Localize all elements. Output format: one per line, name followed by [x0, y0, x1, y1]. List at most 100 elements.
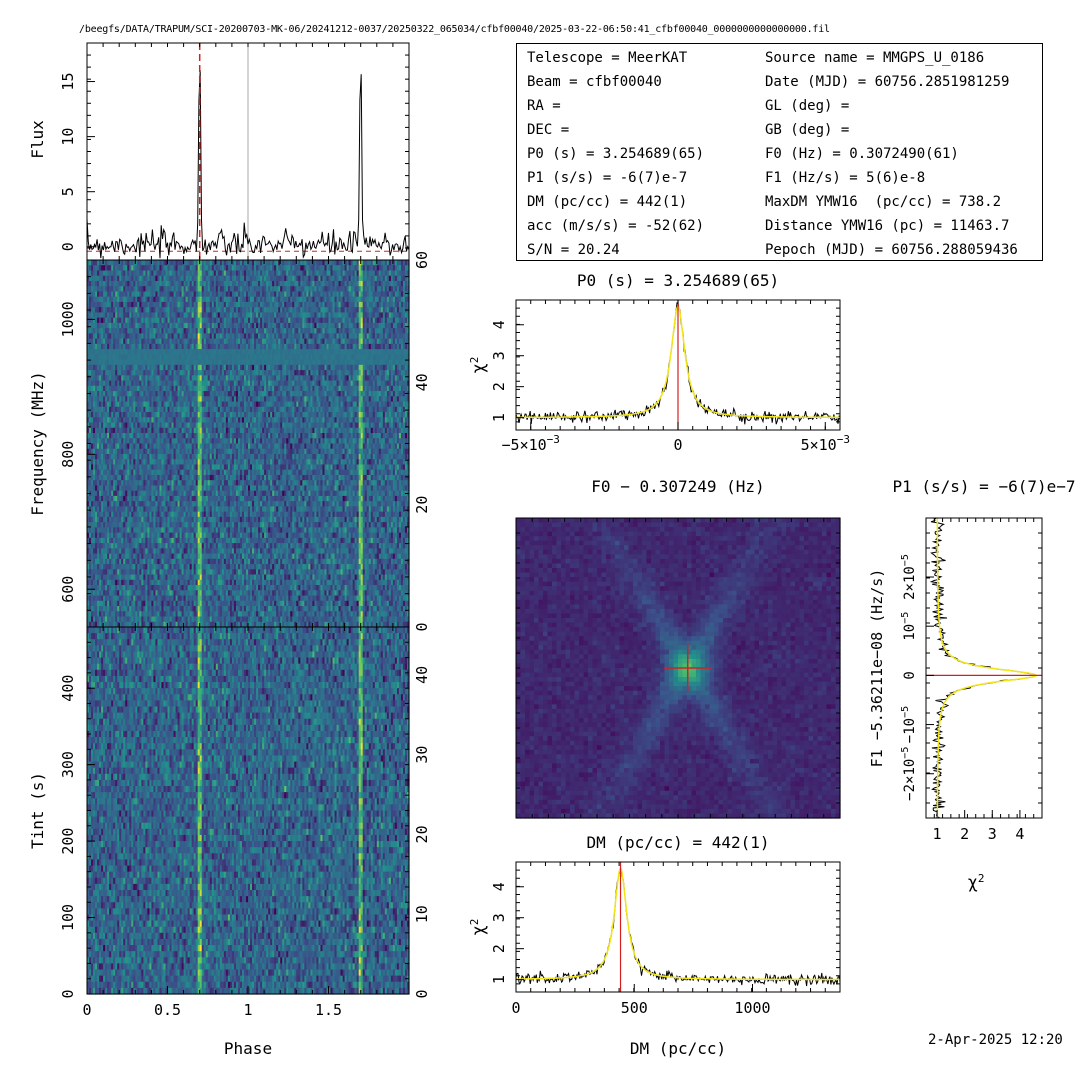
- tint-right-tick-label: 10: [413, 905, 431, 923]
- freq-ytick-label: 600: [59, 576, 77, 603]
- candidate-info-table: Telescope = MeerKAT Beam = cfbf00040 RA = D…: [516, 43, 1043, 261]
- tint-ytick-label: 100: [59, 904, 77, 931]
- tint-right-tick-label: 0: [413, 989, 431, 998]
- info-right-4: F0 (Hz) = 0.3072490(61): [765, 146, 959, 162]
- info-right-5: F1 (Hz/s) = 5(6)e-8: [765, 170, 925, 186]
- f0-title: F0 − 0.307249 (Hz): [591, 477, 764, 496]
- p0-xtick-label: 5×10−3: [801, 433, 850, 454]
- phase-xtick-label: 0.5: [154, 1001, 181, 1019]
- phase-xlabel: Phase: [224, 1039, 272, 1058]
- info-right-2: GL (deg) =: [765, 98, 849, 114]
- f1-panel: 1 2 3 4 −2×10−5 −10−5 0 10−5 2×10−5 P1 (s/s) = −6…: [868, 477, 1076, 893]
- f1-ytick-label: 0: [902, 671, 918, 679]
- f1-ytick-label: 2×10−5: [900, 554, 918, 600]
- f1-ytick-label: −10−5: [900, 706, 918, 743]
- freq-right-tick-label: 40: [413, 373, 431, 391]
- minor-ticks: [926, 518, 1042, 818]
- phase-xtick-label: 0: [82, 1001, 91, 1019]
- dm-xtick-label: 1000: [734, 999, 770, 1017]
- freq-ylabel: Frequency (MHz): [28, 371, 47, 516]
- f1-trace: [929, 517, 1038, 819]
- f1-xtick-label: 1: [933, 825, 942, 843]
- dm-xlabel: DM (pc/cc): [630, 1039, 726, 1058]
- info-left-1: Beam = cfbf00040: [527, 74, 662, 90]
- freq-phase-heatmap: 600 800 1000 0 20 40 60 Frequency (MHz): [28, 251, 431, 632]
- profile-ytick-label: 0: [59, 242, 77, 251]
- freq-right-tick-label: 0: [413, 622, 431, 631]
- phase-xtick-label: 1: [243, 1001, 252, 1019]
- dm-panel-ytick-label: 4: [490, 882, 508, 891]
- minor-ticks: [516, 518, 840, 818]
- f0-f1-heatmap: F0 − 0.307249 (Hz): [516, 477, 841, 819]
- dm-panel-trace: [515, 869, 841, 987]
- f1-title: P1 (s/s) = −6(7)e−7: [892, 477, 1075, 496]
- f1-xlabel: χ2: [968, 872, 985, 893]
- freq-ytick-label: 800: [59, 441, 77, 468]
- dm-panel-title: DM (pc/cc) = 442(1): [586, 833, 769, 852]
- tint-right-tick-label: 40: [413, 666, 431, 684]
- p0-panel-title: P0 (s) = 3.254689(65): [577, 271, 779, 290]
- minor-ticks: [87, 43, 409, 260]
- dm-panel-ytick-label: 1: [490, 975, 508, 984]
- tint-ytick-label: 400: [59, 675, 77, 702]
- profile-ylabel: Flux: [28, 120, 47, 159]
- profile-panel: 0 5 10 15 Flux: [28, 43, 410, 264]
- f1-frame: [925, 517, 1043, 819]
- time-phase-heatmap: 0 100 200 300 400 0 0.5 1 1.5 0 10 20 30 40 Tint (s) Ph…: [28, 627, 431, 1058]
- info-left-0: Telescope = MeerKAT: [527, 50, 687, 66]
- info-right-8: Pepoch (MJD) = 60756.288059436: [765, 242, 1018, 258]
- info-left-3: DEC =: [527, 122, 569, 138]
- info-left-6: DM (pc/cc) = 442(1): [527, 194, 687, 210]
- p0-panel: 1 2 3 4 χ2 P0 (s) = 3.254689(65) −5×10−3 0 5×10−…: [468, 271, 850, 454]
- info-left-8: S/N = 20.24: [527, 242, 620, 258]
- freq-ytick-label: 1000: [59, 301, 77, 337]
- info-left-2: RA =: [527, 98, 561, 114]
- info-right-7: Distance YMW16 (pc) = 11463.7: [765, 218, 1009, 234]
- f1-fit: [936, 518, 1039, 819]
- plot-timestamp: 2-Apr-2025 12:20: [928, 1032, 1063, 1048]
- p0-panel-ytick-label: 2: [490, 382, 508, 391]
- dm-xtick-label: 0: [511, 999, 520, 1017]
- tint-ytick-label: 300: [59, 751, 77, 778]
- profile-ytick-label: 10: [59, 128, 77, 146]
- p0-xtick-label: −5×10−3: [502, 433, 560, 454]
- f1-ytick-label: −2×10−5: [900, 747, 918, 801]
- p0-xtick-label: 0: [673, 436, 682, 454]
- f1-xtick-label: 4: [1015, 825, 1024, 843]
- info-right-0: Source name = MMGPS_U_0186: [765, 50, 984, 66]
- dm-xtick-label: 500: [621, 999, 648, 1017]
- dm-panel-ytick-label: 2: [490, 944, 508, 953]
- info-right-6: MaxDM YMW16 (pc/cc) = 738.2: [765, 194, 1001, 210]
- minor-ticks: [87, 260, 409, 627]
- p0-panel-ylabel: χ2: [468, 357, 489, 374]
- dm-panel-fit: [516, 866, 840, 981]
- dm-panel-ylabel: χ2: [468, 919, 489, 936]
- profile-ytick-label: 15: [59, 73, 77, 91]
- tint-ytick-label: 200: [59, 828, 77, 855]
- tint-right-tick-label: 30: [413, 746, 431, 764]
- f1-ylabel: F1 −5.36211e−08 (Hz/s): [868, 569, 886, 768]
- f1-xtick-label: 3: [988, 825, 997, 843]
- info-left-5: P1 (s/s) = -6(7)e-7: [527, 170, 687, 186]
- info-right-3: GB (deg) =: [765, 122, 849, 138]
- profile-ytick-label: 5: [59, 187, 77, 196]
- dm-panel-frame: [515, 861, 841, 993]
- minor-ticks: [87, 627, 409, 994]
- info-left-7: acc (m/s/s) = -52(62): [527, 218, 704, 234]
- f1-ytick-label: 10−5: [900, 612, 918, 641]
- p0-panel-ytick-label: 3: [490, 351, 508, 360]
- f1-xtick-label: 2: [960, 825, 969, 843]
- file-path: /beegfs/DATA/TRAPUM/SCI-20200703-MK-06/2…: [79, 24, 830, 35]
- dm-panel-ytick-label: 3: [490, 913, 508, 922]
- minor-ticks: [516, 300, 840, 430]
- tint-ytick-label: 0: [59, 989, 77, 998]
- profile-trace: [86, 70, 410, 259]
- info-right-1: Date (MJD) = 60756.2851981259: [765, 74, 1009, 90]
- dm-panel: 1 2 3 4 χ2 DM (pc/cc) = 442(1) 0 500 1000 DM (pc/…: [468, 833, 841, 1058]
- minor-ticks: [516, 862, 840, 992]
- p0-panel-ytick-label: 4: [490, 320, 508, 329]
- freq-right-tick-label: 20: [413, 496, 431, 514]
- p0-panel-ytick-label: 1: [490, 413, 508, 422]
- info-left-4: P0 (s) = 3.254689(65): [527, 146, 704, 162]
